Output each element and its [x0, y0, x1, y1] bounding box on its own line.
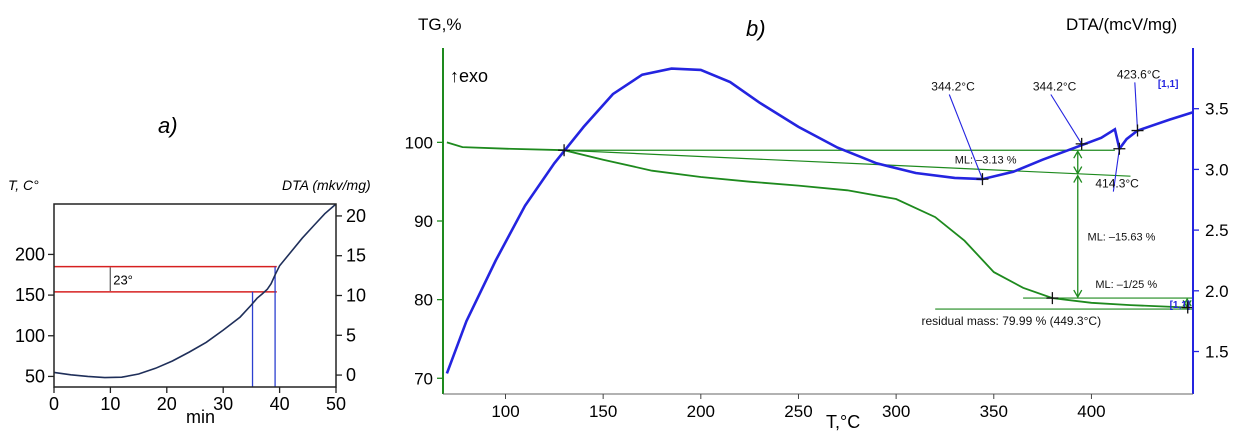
panel-a-right-tick-label: 20	[346, 206, 366, 226]
panel-a-x-axis-label: min	[186, 407, 215, 427]
panel-a-x-tick-label: 20	[157, 394, 177, 414]
panel-b-ticks: 100 150 200 250 300 350 400 70 80 90 100 1.5 2.0 2.5 3…	[405, 48, 1229, 421]
annotation-label-3: 414.3°C	[1095, 177, 1139, 191]
annotation-label-0: 344.2°C	[931, 79, 975, 93]
mass-loss-arrowhead-top-0	[1073, 149, 1083, 159]
annotation-label-6: residual mass: 79.99 % (449.3°C)	[922, 314, 1102, 328]
panel-b-left-tick-label: 80	[414, 291, 433, 310]
panel-b-left-tick-label: 90	[414, 212, 433, 231]
panel-b-x-tick-label: 400	[1077, 402, 1105, 421]
panel-b-dta-curve	[445, 67, 1194, 374]
panel-a-label: a)	[158, 113, 178, 138]
annotation-label-5: [1,1]	[1170, 300, 1191, 311]
annotation-label-2: 423.6°C	[1117, 67, 1161, 81]
panel-a-x-tick-label: 30	[213, 394, 233, 414]
panel-b-plot-content: ML: –3.13 % ML: –15.63 % ML: –1/25 % 344.2°…	[445, 67, 1194, 374]
panel-b-x-tick-label: 200	[687, 402, 715, 421]
panel-b-left-tick-label: 70	[414, 369, 433, 388]
panel-b-right-tick-label: 1.5	[1205, 343, 1229, 362]
panel-a-left-tick-label: 50	[25, 366, 45, 386]
panel-b-right-tick-label: 3.0	[1205, 160, 1229, 179]
panel-b-x-tick-label: 100	[491, 402, 519, 421]
panel-a-ticks: 0 10 20 30 40 50 50 100 150 200 0 5 10 15 20	[15, 206, 366, 414]
panel-a-annotation: 23°	[113, 273, 133, 288]
panel-b-x-tick-label: 350	[980, 402, 1008, 421]
panel-b: b) TG,% DTA/(mcV/mg) ↑exo ML: –3.13 %ML:…	[405, 15, 1229, 432]
annotation-leader-3	[1112, 148, 1120, 192]
panel-a-left-tick-label: 100	[15, 326, 45, 346]
panel-a-temperature-curve	[53, 203, 337, 379]
mass-loss-label-0: ML: –3.13 %	[955, 155, 1017, 167]
panel-a-plot-frame	[53, 203, 337, 388]
mass-loss-arrowhead-bottom-1	[1073, 289, 1083, 299]
panel-a-right-tick-label: 5	[346, 325, 356, 345]
mass-loss-label-2: ML: –1/25 %	[1095, 279, 1157, 291]
panel-b-x-axis-label: T,°C	[826, 412, 860, 432]
data-marker-3	[1113, 142, 1126, 155]
panel-a-x-tick-label: 40	[270, 394, 290, 414]
panel-a-left-tick-label: 200	[15, 244, 45, 264]
mass-loss-label-1: ML: –15.63 %	[1088, 232, 1156, 244]
data-marker-2	[1075, 137, 1088, 150]
panel-a-right-tick-label: 10	[346, 286, 366, 306]
annotation-leader-0	[948, 94, 983, 180]
panel-b-label: b)	[746, 16, 766, 41]
panel-b-left-axis-label: TG,%	[418, 15, 461, 34]
panel-a-right-axis-label: DTA (mkv/mg)	[282, 177, 371, 193]
panel-b-guide-line-1	[564, 149, 1131, 177]
panel-a: a) T, C° DTA (mkv/mg) 23° 0 10 20 30 40 50501…	[8, 113, 371, 427]
annotation-label-1: 344.2°C	[1033, 79, 1077, 93]
mass-loss-arrowhead-top-1	[1073, 174, 1083, 183]
panel-b-x-tick-label: 250	[784, 402, 812, 421]
panel-b-x-tick-label: 150	[589, 402, 617, 421]
data-marker-1	[976, 173, 989, 186]
panel-b-left-tick-label: 100	[405, 133, 433, 152]
panel-a-plot-content: 23°	[53, 203, 337, 387]
panel-a-x-tick-label: 10	[100, 394, 120, 414]
panel-a-right-tick-label: 15	[346, 246, 366, 266]
panel-a-left-axis-label: T, C°	[8, 177, 39, 193]
panel-b-right-axis-label: DTA/(mcV/mg)	[1066, 15, 1177, 34]
annotation-label-4: [1,1]	[1158, 79, 1179, 90]
annotation-leader-2	[1134, 82, 1139, 131]
data-marker-5	[1046, 292, 1059, 305]
data-marker-0	[558, 144, 571, 157]
exo-label: ↑exo	[450, 66, 488, 86]
panel-b-tg-curve	[446, 141, 1188, 309]
panel-a-right-tick-label: 0	[346, 365, 356, 385]
mass-loss-arrowhead-bottom-0	[1073, 166, 1083, 175]
panel-b-x-tick-label: 300	[882, 402, 910, 421]
panel-b-right-tick-label: 2.5	[1205, 221, 1229, 240]
panel-a-x-tick-label: 50	[326, 394, 346, 414]
annotation-leader-1	[1050, 94, 1083, 145]
panel-a-x-tick-label: 0	[49, 394, 59, 414]
panel-b-right-tick-label: 3.5	[1205, 100, 1229, 119]
panel-a-left-tick-label: 150	[15, 285, 45, 305]
data-marker-4	[1131, 124, 1144, 137]
panel-b-right-tick-label: 2.0	[1205, 282, 1229, 301]
data-marker-6	[1181, 301, 1194, 314]
